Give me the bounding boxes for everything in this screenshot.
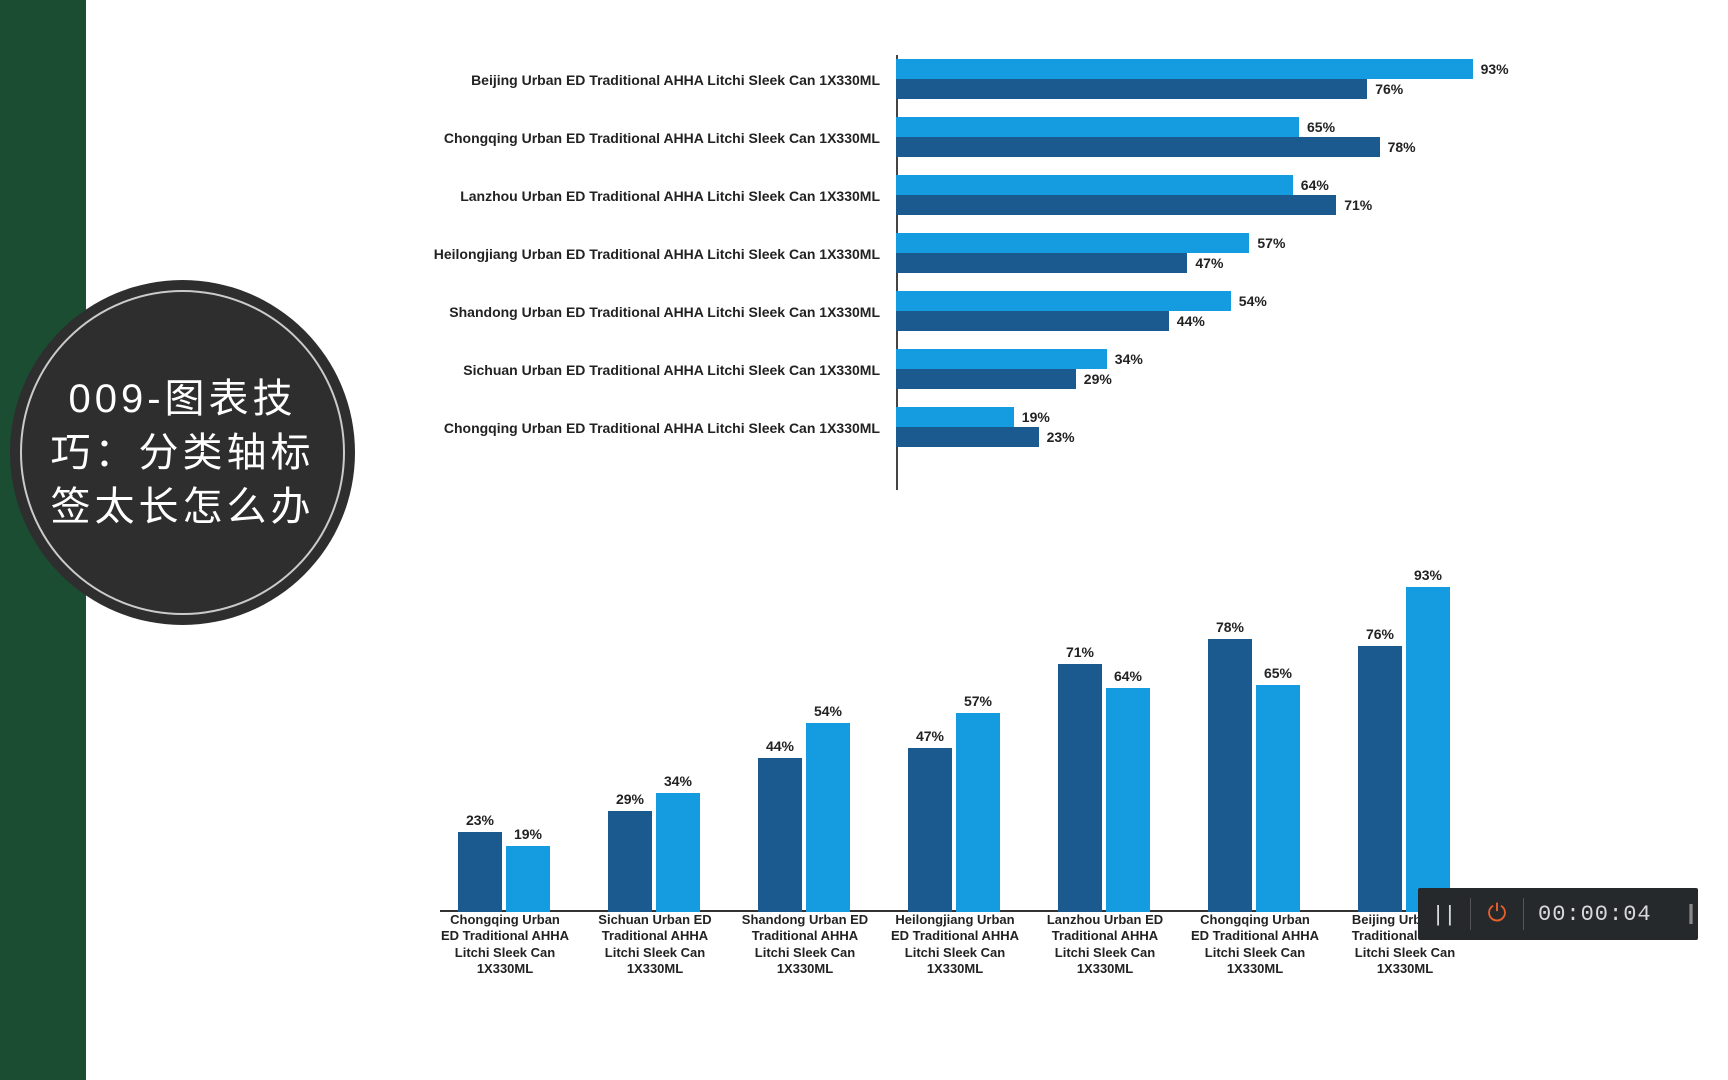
hbar-value-label: 44% [1169,313,1205,329]
hbar-series-a: 65% [896,117,1299,137]
vbar-value-label: 78% [1208,619,1252,639]
vbar-series-a: 71% [1058,664,1102,913]
hbar-value-label: 78% [1380,139,1416,155]
hbar-row: Chongqing Urban ED Traditional AHHA Litc… [460,403,1520,453]
hbar-category-label: Beijing Urban ED Traditional AHHA Litchi… [420,72,880,88]
hbar-value-label: 76% [1367,81,1403,97]
hbar-series-a: 34% [896,349,1107,369]
hbar-value-label: 54% [1231,293,1267,309]
hbar-series-a: 64% [896,175,1293,195]
vbar-category-label: Heilongjiang Urban ED Traditional AHHA L… [890,912,1020,977]
hbar-series-b: 71% [896,195,1336,215]
elapsed-time: 00:00:04 [1524,902,1684,927]
vertical-bar-chart: 23%19%Chongqing Urban ED Traditional AHH… [440,540,1500,1010]
vbar-value-label: 71% [1058,644,1102,664]
hbar-value-label: 64% [1293,177,1329,193]
hbar-row: Sichuan Urban ED Traditional AHHA Litchi… [460,345,1520,395]
hbar-pair: 34%29% [896,349,1107,389]
vbar-category-label: Shandong Urban ED Traditional AHHA Litch… [740,912,870,977]
vbar-value-label: 47% [908,728,952,748]
title-badge: 009-图表技巧：分类轴标签太长怎么办 [10,280,355,625]
vbar-series-b: 65% [1256,685,1300,913]
hbar-pair: 65%78% [896,117,1380,157]
hbar-category-label: Shandong Urban ED Traditional AHHA Litch… [420,304,880,320]
hbar-pair: 64%71% [896,175,1336,215]
vbar-value-label: 34% [656,773,700,793]
vbar-series-b: 93% [1406,587,1450,913]
hbar-pair: 57%47% [896,233,1249,273]
vbar-category-label: Lanzhou Urban ED Traditional AHHA Litchi… [1040,912,1170,977]
hbar-series-b: 78% [896,137,1380,157]
hbar-value-label: 71% [1336,197,1372,213]
hbar-value-label: 57% [1249,235,1285,251]
hbar-value-label: 29% [1076,371,1112,387]
hbar-value-label: 93% [1473,61,1509,77]
vbar-value-label: 54% [806,703,850,723]
vbar-value-label: 64% [1106,668,1150,688]
vbar-series-a: 76% [1358,646,1402,912]
vbar-value-label: 29% [608,791,652,811]
hbar-category-label: Chongqing Urban ED Traditional AHHA Litc… [420,130,880,146]
vbar-category-label: Chongqing Urban ED Traditional AHHA Litc… [1190,912,1320,977]
hbar-row: Heilongjiang Urban ED Traditional AHHA L… [460,229,1520,279]
hbar-category-label: Sichuan Urban ED Traditional AHHA Litchi… [420,362,880,378]
vbar-series-a: 47% [908,748,952,913]
vbar-series-a: 29% [608,811,652,913]
hbar-series-b: 47% [896,253,1187,273]
vbar-value-label: 65% [1256,665,1300,685]
hbar-value-label: 47% [1187,255,1223,271]
hbar-value-label: 65% [1299,119,1335,135]
horizontal-bar-chart: Beijing Urban ED Traditional AHHA Litchi… [460,55,1520,490]
vbar-value-label: 19% [506,826,550,846]
vbar-series-b: 57% [956,713,1000,913]
vbar-value-label: 23% [458,812,502,832]
stop-button[interactable]: ⏻ [1471,888,1523,940]
hbar-pair: 54%44% [896,291,1231,331]
hbar-row: Lanzhou Urban ED Traditional AHHA Litchi… [460,171,1520,221]
hbar-series-a: 57% [896,233,1249,253]
title-text: 009-图表技巧：分类轴标签太长怎么办 [10,372,355,534]
hbar-series-b: 44% [896,311,1169,331]
hbar-row: Beijing Urban ED Traditional AHHA Litchi… [460,55,1520,105]
hbar-series-b: 76% [896,79,1367,99]
drag-handle[interactable] [1684,904,1698,924]
vbar-series-a: 44% [758,758,802,912]
hbar-row: Chongqing Urban ED Traditional AHHA Litc… [460,113,1520,163]
hbar-value-label: 19% [1014,409,1050,425]
vbar-value-label: 93% [1406,567,1450,587]
hbar-series-a: 54% [896,291,1231,311]
hbar-category-label: Lanzhou Urban ED Traditional AHHA Litchi… [420,188,880,204]
vbar-category-label: Sichuan Urban ED Traditional AHHA Litchi… [590,912,720,977]
pause-button[interactable]: | | [1418,888,1470,940]
hbar-value-label: 34% [1107,351,1143,367]
hbar-category-label: Chongqing Urban ED Traditional AHHA Litc… [420,420,880,436]
vbar-series-b: 64% [1106,688,1150,912]
hbar-category-label: Heilongjiang Urban ED Traditional AHHA L… [420,246,880,262]
hbar-series-b: 23% [896,427,1039,447]
hbar-row: Shandong Urban ED Traditional AHHA Litch… [460,287,1520,337]
vbar-series-b: 54% [806,723,850,912]
vbar-series-a: 78% [1208,639,1252,912]
vbar-value-label: 57% [956,693,1000,713]
vbar-series-a: 23% [458,832,502,913]
screen-recorder-toolbar: | | ⏻ 00:00:04 [1418,888,1698,940]
hbar-pair: 93%76% [896,59,1473,99]
hbar-series-b: 29% [896,369,1076,389]
hbar-series-a: 93% [896,59,1473,79]
vbar-series-b: 34% [656,793,700,912]
hbar-pair: 19%23% [896,407,1039,447]
hbar-value-label: 23% [1039,429,1075,445]
vbar-value-label: 44% [758,738,802,758]
vbar-category-label: Chongqing Urban ED Traditional AHHA Litc… [440,912,570,977]
hbar-series-a: 19% [896,407,1014,427]
vbar-series-b: 19% [506,846,550,913]
vbar-value-label: 76% [1358,626,1402,646]
